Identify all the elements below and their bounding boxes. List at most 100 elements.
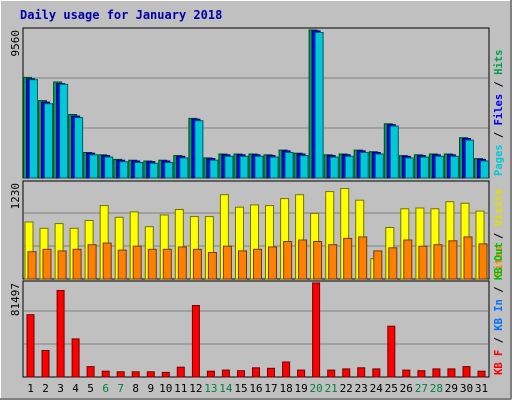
panel-frame bbox=[22, 280, 490, 378]
y-max-label: 9560 bbox=[9, 30, 22, 57]
bar-sites-day-5 bbox=[87, 244, 97, 280]
x-tick-label-day-8: 8 bbox=[132, 382, 139, 395]
bar-pages-day-22 bbox=[344, 155, 354, 179]
bar-pages-day-3 bbox=[59, 83, 69, 179]
bar-kb-f-day-12 bbox=[191, 305, 200, 378]
chart-panels: 9560 Pages / Files / Hits 1230 Sites / Visi… bbox=[9, 27, 505, 378]
panel-hits-files-pages: 9560 Pages / Files / Hits bbox=[9, 27, 505, 179]
bar-kb-f-day-2 bbox=[41, 350, 50, 378]
bar-sites-day-20 bbox=[313, 241, 323, 280]
bar-sites-day-2 bbox=[42, 248, 52, 280]
bar-pages-day-2 bbox=[44, 103, 53, 179]
legend-entry: / bbox=[493, 331, 505, 350]
bar-sites-day-6 bbox=[102, 242, 112, 280]
x-tick-label-day-20: 20 bbox=[309, 382, 322, 395]
bar-pages-day-8 bbox=[134, 162, 144, 179]
x-tick-label-day-23: 23 bbox=[355, 382, 368, 395]
bar-pages-day-10 bbox=[164, 162, 174, 179]
bar-pages-day-21 bbox=[329, 156, 339, 179]
x-tick-label-day-18: 18 bbox=[279, 382, 292, 395]
x-tick-label-day-10: 10 bbox=[159, 382, 172, 395]
x-tick-label-day-17: 17 bbox=[264, 382, 277, 395]
bar-sites-day-27 bbox=[418, 245, 428, 280]
x-tick-label-day-4: 4 bbox=[72, 382, 79, 395]
bar-kb-f-day-22 bbox=[342, 368, 351, 378]
bar-kb-f-day-1 bbox=[26, 314, 35, 378]
legend-entry: KB In bbox=[493, 299, 505, 331]
bar-sites-day-28 bbox=[433, 244, 443, 280]
bar-kb-f-day-4 bbox=[71, 338, 80, 378]
bar-sites-day-26 bbox=[403, 239, 413, 280]
x-tick-label-day-11: 11 bbox=[174, 382, 187, 395]
x-tick-label-day-31: 31 bbox=[475, 382, 488, 395]
bar-pages-day-1 bbox=[29, 79, 38, 179]
bar-pages-day-29 bbox=[449, 155, 459, 179]
x-tick-label-day-25: 25 bbox=[385, 382, 398, 395]
legend-entry: Hits bbox=[493, 50, 505, 75]
bar-pages-day-25 bbox=[389, 125, 399, 179]
bar-kb-f-day-25 bbox=[387, 325, 396, 378]
bar-sites-day-7 bbox=[117, 249, 127, 280]
x-tick-label-day-24: 24 bbox=[370, 382, 384, 395]
bar-kb-f-day-23 bbox=[357, 367, 366, 378]
bar-sites-day-9 bbox=[147, 248, 157, 280]
x-axis: 1 2 3 4 5 6 7 8 9 10 11 12 13 14 15 16 17 18 19 20 21 22 23 24 2… bbox=[27, 382, 488, 395]
legend-label: KB F / KB In / KB Out bbox=[493, 242, 505, 375]
x-tick-label-day-16: 16 bbox=[249, 382, 262, 395]
x-tick-label-day-19: 19 bbox=[294, 382, 307, 395]
x-tick-label-day-14: 14 bbox=[219, 382, 233, 395]
bar-kb-f-day-14 bbox=[221, 369, 230, 378]
legend-entry: Visits bbox=[493, 188, 505, 226]
bar-sites-day-31 bbox=[478, 243, 488, 280]
bar-pages-day-20 bbox=[314, 32, 324, 179]
chart-title: Daily usage for January 2018 bbox=[20, 8, 222, 22]
bar-sites-day-15 bbox=[238, 250, 247, 280]
x-tick-label-day-28: 28 bbox=[430, 382, 443, 395]
bar-pages-day-24 bbox=[374, 153, 384, 179]
bar-pages-day-6 bbox=[104, 156, 114, 179]
bar-sites-day-3 bbox=[57, 250, 67, 280]
bar-pages-day-17 bbox=[269, 156, 279, 179]
bar-pages-day-7 bbox=[119, 161, 129, 179]
bar-kb-f-day-5 bbox=[86, 366, 95, 378]
bar-pages-day-16 bbox=[254, 155, 264, 179]
legend-label: Sites / Visits bbox=[493, 188, 505, 277]
bar-kb-f-day-17 bbox=[267, 367, 275, 378]
legend-entry: / bbox=[493, 125, 505, 144]
bar-kb-f-day-29 bbox=[447, 368, 456, 378]
y-max-label: 1230 bbox=[9, 183, 22, 210]
bar-sites-day-1 bbox=[27, 251, 37, 280]
bar-kb-f-day-27 bbox=[417, 370, 426, 378]
bar-kb-f-day-21 bbox=[327, 369, 336, 378]
x-tick-label-day-1: 1 bbox=[27, 382, 34, 395]
x-tick-label-day-6: 6 bbox=[102, 382, 109, 395]
bar-pages-day-13 bbox=[209, 159, 219, 179]
bar-kb-f-day-10 bbox=[161, 371, 170, 378]
bar-pages-day-30 bbox=[465, 139, 474, 179]
bar-sites-day-14 bbox=[222, 245, 232, 280]
x-tick-label-day-2: 2 bbox=[42, 382, 49, 395]
legend-label: Pages / Files / Hits bbox=[493, 50, 505, 176]
bar-sites-day-30 bbox=[463, 236, 473, 280]
bar-kb-f-day-18 bbox=[282, 361, 291, 378]
x-tick-label-day-27: 27 bbox=[415, 382, 428, 395]
bar-kb-f-day-20 bbox=[312, 282, 321, 378]
legend-entry: KB Out bbox=[493, 242, 505, 280]
bar-sites-day-25 bbox=[388, 247, 398, 280]
x-tick-label-day-21: 21 bbox=[325, 382, 338, 395]
bar-pages-day-9 bbox=[149, 162, 159, 179]
bar-pages-day-19 bbox=[299, 155, 309, 179]
bar-sites-day-8 bbox=[132, 245, 142, 280]
bar-sites-day-16 bbox=[253, 248, 262, 280]
bar-sites-day-21 bbox=[328, 244, 338, 280]
legend-entry: / bbox=[493, 226, 505, 245]
x-tick-label-day-29: 29 bbox=[445, 382, 458, 395]
x-tick-label-day-3: 3 bbox=[57, 382, 64, 395]
bar-sites-day-18 bbox=[283, 241, 293, 280]
bar-kb-f-day-11 bbox=[176, 366, 185, 378]
bar-pages-day-14 bbox=[224, 155, 234, 179]
panel-visits-sites: 1230 Sites / Visits bbox=[9, 180, 505, 280]
bar-pages-day-15 bbox=[239, 155, 249, 179]
bar-kb-f-day-3 bbox=[56, 290, 65, 378]
